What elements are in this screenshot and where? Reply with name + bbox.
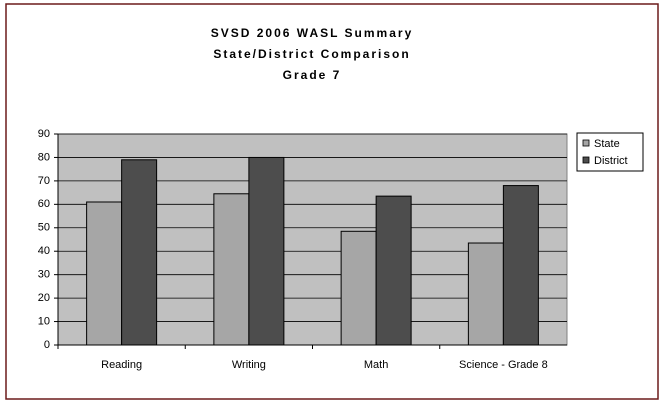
bar	[375, 195, 412, 346]
bar	[121, 159, 158, 346]
y-tick-label: 30	[38, 269, 50, 281]
bar	[213, 193, 250, 346]
y-tick-label: 0	[44, 339, 50, 351]
x-tick-label: Reading	[101, 359, 142, 371]
chart-title: State/District Comparison	[213, 47, 410, 61]
bar	[248, 156, 285, 346]
y-tick-label: 20	[38, 292, 50, 304]
legend-swatch	[582, 156, 590, 164]
chart-title: SVSD 2006 WASL Summary	[211, 26, 414, 40]
bar	[502, 185, 539, 346]
legend-box	[576, 132, 644, 172]
y-tick-label: 70	[38, 175, 50, 187]
y-tick-label: 80	[38, 151, 50, 163]
x-tick-label: Math	[364, 359, 388, 371]
legend-swatch	[582, 139, 590, 147]
chart-title: Grade 7	[283, 68, 342, 82]
bar	[467, 242, 504, 346]
bar	[86, 201, 123, 346]
legend-label: State	[594, 138, 620, 150]
y-tick-label: 90	[38, 128, 50, 140]
x-tick-label: Science - Grade 8	[459, 359, 548, 371]
bar	[340, 230, 377, 346]
y-tick-label: 60	[38, 198, 50, 210]
legend-label: District	[594, 155, 628, 167]
y-tick-label: 50	[38, 222, 50, 234]
y-tick-label: 10	[38, 315, 50, 327]
x-tick-label: Writing	[232, 359, 266, 371]
y-tick-label: 40	[38, 245, 50, 257]
